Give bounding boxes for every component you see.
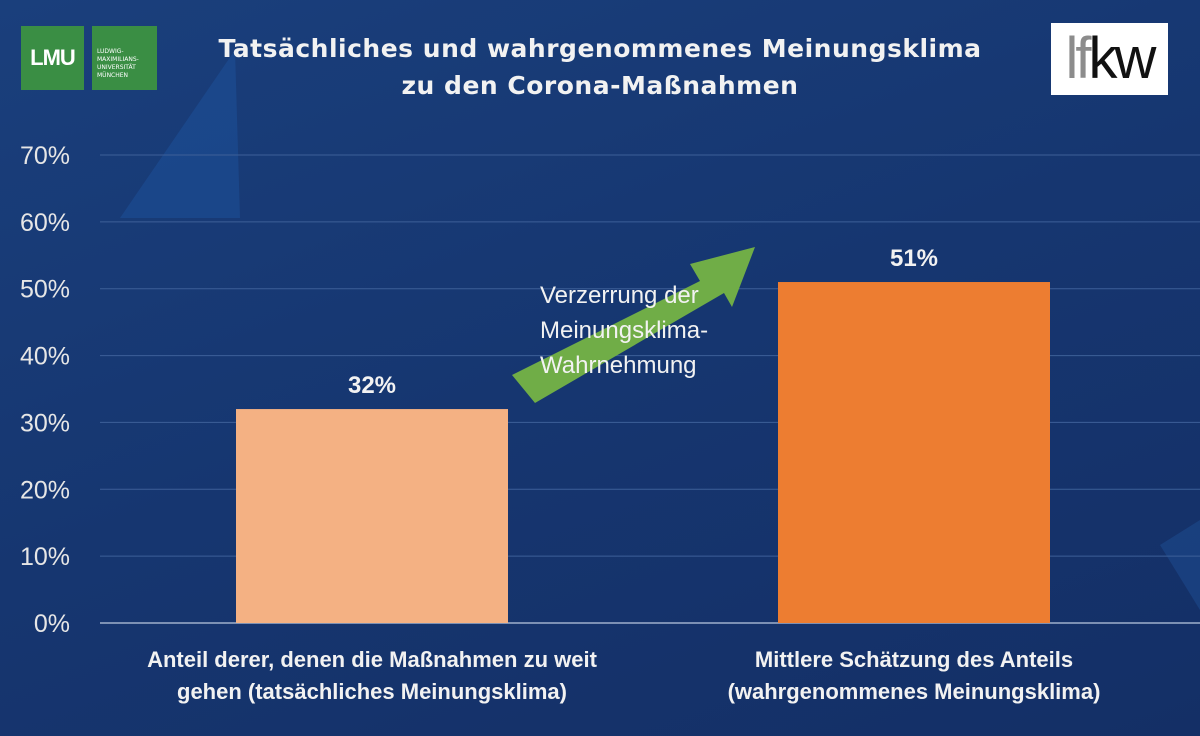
- title-line1: Tatsächliches und wahrgenommenes Meinung…: [218, 34, 982, 63]
- x-category-label: (wahrgenommenes Meinungsklima): [728, 679, 1101, 704]
- x-category-label: Mittlere Schätzung des Anteils: [755, 647, 1073, 672]
- y-tick-label: 20%: [20, 476, 70, 504]
- annotation-line2: Meinungsklima-: [540, 317, 708, 344]
- data-label: 51%: [890, 245, 938, 272]
- y-tick-label: 10%: [20, 543, 70, 571]
- y-tick-label: 60%: [20, 209, 70, 237]
- arrow-icon: [512, 247, 755, 403]
- data-label: 32%: [348, 372, 396, 399]
- y-tick-label: 30%: [20, 409, 70, 437]
- ifkw-logo: lfkw: [1051, 23, 1168, 95]
- bg-shape: [120, 50, 240, 218]
- page-title: Tatsächliches und wahrgenommenes Meinung…: [160, 30, 1040, 104]
- x-category-label: gehen (tatsächliches Meinungsklima): [177, 679, 567, 704]
- y-tick-label: 70%: [20, 142, 70, 170]
- bg-shape: [1160, 520, 1200, 610]
- lmu-logo: LMU: [21, 26, 84, 90]
- annotation-line1: Verzerrung der: [540, 282, 699, 309]
- y-tick-label: 0%: [34, 610, 70, 638]
- lmu-logo-subtitle: LUDWIG-MAXIMILIANS-UNIVERSITÄT MÜNCHEN: [92, 26, 157, 90]
- y-tick-label: 50%: [20, 276, 70, 304]
- annotation-line3: Wahrnehmung: [540, 352, 697, 379]
- bar: [778, 282, 1050, 623]
- bar: [236, 409, 508, 623]
- x-category-label: Anteil derer, denen die Maßnahmen zu wei…: [147, 647, 598, 672]
- title-line2: zu den Corona-Maßnahmen: [401, 71, 799, 100]
- y-tick-label: 40%: [20, 343, 70, 371]
